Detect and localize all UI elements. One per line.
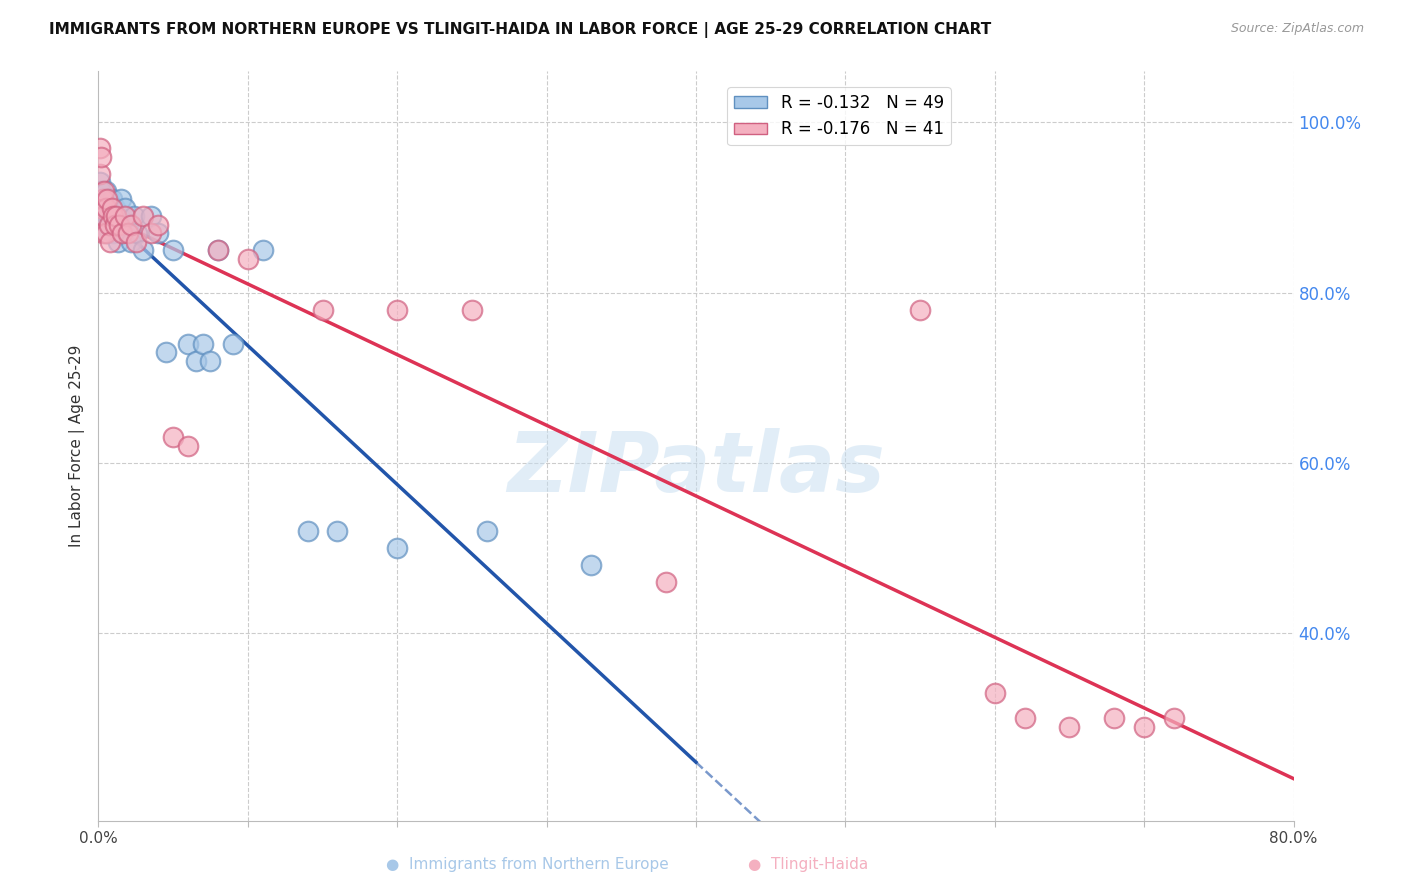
Point: [236, 252, 259, 266]
Point: [120, 235, 142, 249]
Point: [132, 209, 155, 223]
Point: [177, 336, 200, 351]
Point: [581, 558, 603, 573]
Point: [461, 302, 484, 317]
Point: [1014, 711, 1036, 725]
Point: [155, 345, 177, 359]
Point: [162, 430, 184, 444]
Point: [1133, 720, 1156, 734]
Text: Source: ZipAtlas.com: Source: ZipAtlas.com: [1230, 22, 1364, 36]
Point: [127, 226, 149, 240]
Point: [124, 209, 146, 223]
Point: [101, 201, 124, 215]
Point: [326, 524, 349, 538]
Point: [110, 192, 132, 206]
Point: [91, 218, 114, 232]
Text: ●  Tlingit-Haida: ● Tlingit-Haida: [748, 857, 869, 872]
Point: [111, 226, 134, 240]
Point: [908, 302, 931, 317]
Point: [97, 209, 120, 223]
Point: [94, 184, 117, 198]
Point: [89, 201, 111, 215]
Point: [252, 243, 274, 257]
Point: [91, 192, 114, 206]
Point: [984, 686, 1007, 700]
Point: [184, 354, 207, 368]
Point: [139, 209, 162, 223]
Point: [207, 243, 229, 257]
Point: [90, 184, 112, 198]
Point: [117, 218, 139, 232]
Point: [93, 209, 115, 223]
Point: [107, 235, 129, 249]
Point: [96, 226, 118, 240]
Point: [89, 167, 111, 181]
Point: [132, 243, 155, 257]
Text: ZIPatlas: ZIPatlas: [508, 428, 884, 509]
Point: [385, 302, 409, 317]
Point: [108, 218, 131, 232]
Point: [96, 192, 118, 206]
Point: [117, 226, 139, 240]
Point: [103, 209, 125, 223]
Point: [96, 201, 118, 215]
Point: [120, 218, 142, 232]
Text: IMMIGRANTS FROM NORTHERN EUROPE VS TLINGIT-HAIDA IN LABOR FORCE | AGE 25-29 CORR: IMMIGRANTS FROM NORTHERN EUROPE VS TLING…: [49, 22, 991, 38]
Point: [1059, 720, 1081, 734]
Point: [162, 243, 184, 257]
Point: [148, 226, 170, 240]
Point: [104, 201, 127, 215]
Point: [90, 209, 112, 223]
Point: [125, 235, 148, 249]
Point: [114, 201, 136, 215]
Point: [177, 439, 200, 453]
Point: [89, 175, 111, 189]
Point: [91, 201, 114, 215]
Point: [200, 354, 222, 368]
Point: [222, 336, 245, 351]
Point: [98, 235, 122, 249]
Point: [139, 226, 162, 240]
Point: [104, 218, 127, 232]
Point: [475, 524, 498, 538]
Point: [655, 575, 678, 590]
Point: [98, 218, 122, 232]
Point: [108, 209, 131, 223]
Point: [105, 209, 128, 223]
Point: [105, 218, 128, 232]
Point: [103, 209, 125, 223]
Point: [90, 149, 112, 163]
Point: [1104, 711, 1126, 725]
Point: [191, 336, 214, 351]
Point: [112, 209, 135, 223]
Point: [93, 192, 115, 206]
Point: [311, 302, 333, 317]
Point: [1163, 711, 1185, 725]
Point: [94, 201, 117, 215]
Legend: R = -0.132   N = 49, R = -0.176   N = 41: R = -0.132 N = 49, R = -0.176 N = 41: [727, 87, 950, 145]
Point: [98, 201, 122, 215]
Point: [148, 218, 170, 232]
Point: [111, 226, 134, 240]
Point: [94, 226, 117, 240]
Point: [297, 524, 319, 538]
Point: [97, 218, 120, 232]
Point: [97, 192, 120, 206]
Point: [90, 201, 112, 215]
Point: [101, 192, 124, 206]
Point: [91, 192, 114, 206]
Y-axis label: In Labor Force | Age 25-29: In Labor Force | Age 25-29: [69, 345, 86, 547]
Point: [385, 541, 409, 556]
Point: [91, 226, 114, 240]
Point: [93, 209, 115, 223]
Point: [94, 218, 117, 232]
Point: [207, 243, 229, 257]
Point: [93, 184, 115, 198]
Point: [114, 209, 136, 223]
Point: [89, 141, 111, 155]
Text: ●  Immigrants from Northern Europe: ● Immigrants from Northern Europe: [385, 857, 669, 872]
Point: [103, 226, 125, 240]
